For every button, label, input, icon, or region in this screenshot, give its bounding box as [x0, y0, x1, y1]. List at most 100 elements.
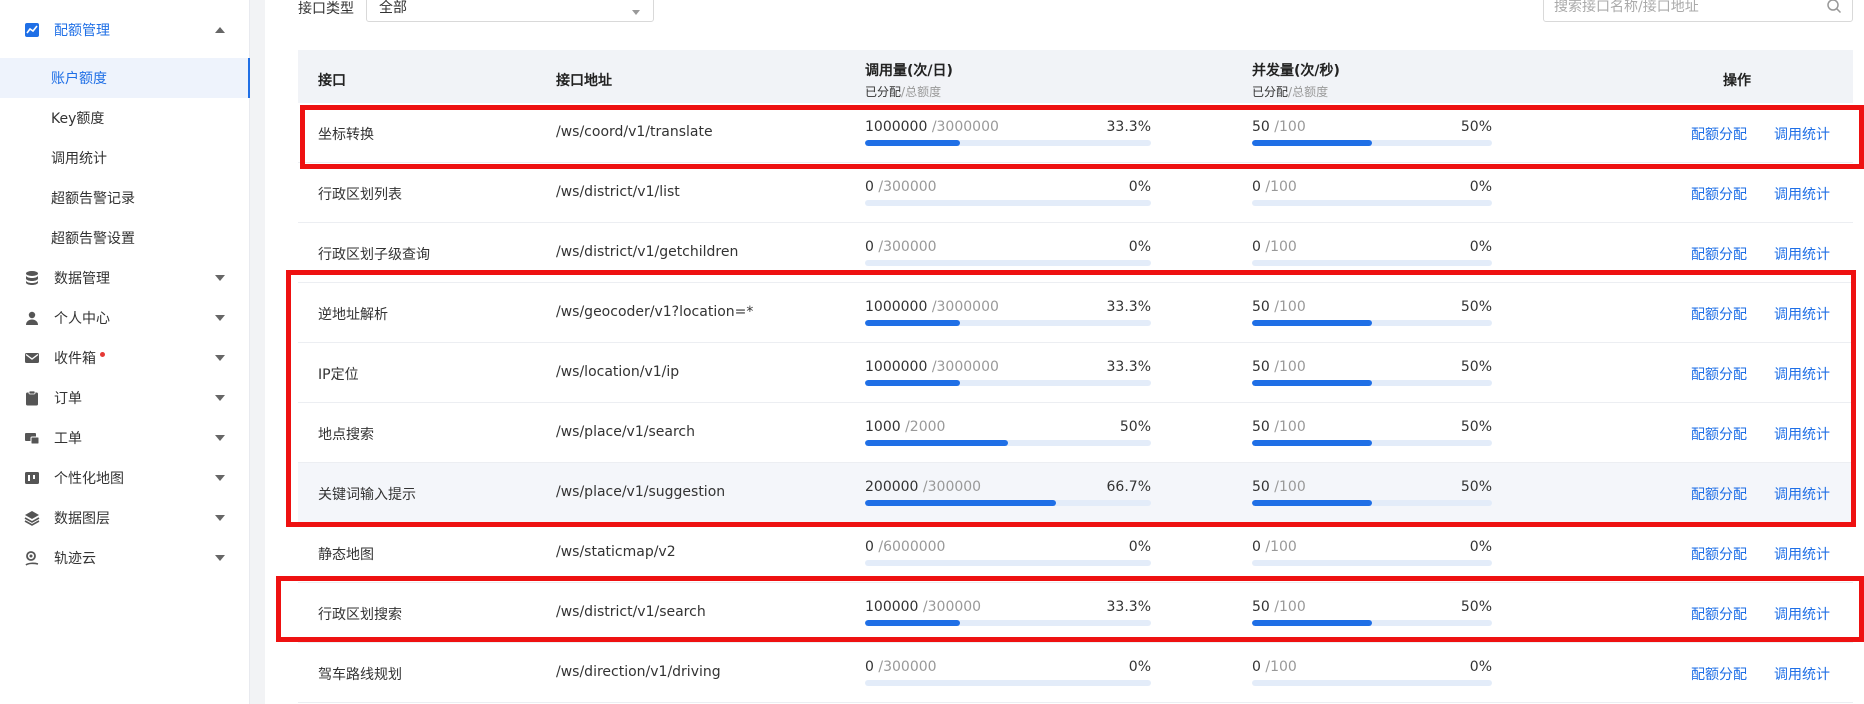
call-stats-link[interactable]: 调用统计 [1774, 667, 1830, 683]
quota-allocate-link[interactable]: 配额分配 [1691, 607, 1747, 623]
search-input[interactable] [1552, 0, 1816, 19]
sidebar-item-label: 工单 [54, 431, 82, 447]
concurrency-progress-fill [1252, 620, 1372, 626]
header-concurrency-subtitle: 已分配/总额度 [1252, 83, 1340, 100]
calls-used: 1000000 [865, 299, 928, 315]
calls-usage: 0 /6000000 0% [865, 539, 1151, 569]
search-box[interactable] [1543, 0, 1853, 22]
sidebar-subitem-key-quota[interactable]: Key额度 [51, 111, 105, 127]
quota-allocate-link[interactable]: 配额分配 [1691, 547, 1747, 563]
calls-progress-bar [865, 140, 1151, 146]
calls-used: 1000000 [865, 119, 928, 135]
call-stats-link[interactable]: 调用统计 [1774, 247, 1830, 263]
concurrency-used: 0 [1252, 239, 1261, 255]
sidebar-subitem-alert-settings[interactable]: 超额告警设置 [51, 231, 135, 247]
sidebar-item-data-layers[interactable]: 数据图层 [0, 498, 250, 538]
call-stats-link[interactable]: 调用统计 [1774, 607, 1830, 623]
calls-used: 1000000 [865, 359, 928, 375]
sidebar-item-orders[interactable]: 订单 [0, 378, 250, 418]
interface-address: /ws/place/v1/search [556, 424, 695, 440]
calls-total: /300000 [878, 179, 937, 195]
sidebar-item-data-management[interactable]: 数据管理 [0, 258, 250, 298]
concurrency-values: 50 /100 [1252, 119, 1306, 135]
calls-values: 200000 /300000 [865, 479, 981, 495]
concurrency-percent: 50% [1460, 599, 1492, 615]
interface-type-label: 接口类型 [298, 1, 354, 17]
sidebar-subitem-account-quota[interactable]: 账户额度 [0, 58, 250, 98]
interface-name: 静态地图 [318, 547, 374, 563]
concurrency-usage: 0 /100 0% [1252, 539, 1492, 569]
call-stats-link[interactable]: 调用统计 [1774, 487, 1830, 503]
call-stats-link[interactable]: 调用统计 [1774, 127, 1830, 143]
layers-icon [24, 510, 40, 526]
calls-values: 0 /6000000 [865, 539, 945, 555]
concurrency-used: 50 [1252, 359, 1270, 375]
calls-usage: 1000 /2000 50% [865, 419, 1151, 449]
user-icon [24, 310, 40, 326]
concurrency-percent: 0% [1469, 239, 1492, 255]
interface-address: /ws/place/v1/suggestion [556, 484, 726, 500]
sidebar-item-personal-center[interactable]: 个人中心 [0, 298, 250, 338]
quota-allocate-link[interactable]: 配额分配 [1691, 367, 1747, 383]
sidebar-subitem-alert-records[interactable]: 超额告警记录 [51, 191, 135, 207]
concurrency-percent: 50% [1460, 119, 1492, 135]
quota-allocate-link[interactable]: 配额分配 [1691, 187, 1747, 203]
concurrency-used: 0 [1252, 659, 1261, 675]
concurrency-usage: 50 /100 50% [1252, 419, 1492, 449]
calls-values: 0 /300000 [865, 659, 937, 675]
call-stats-link[interactable]: 调用统计 [1774, 307, 1830, 323]
calls-progress-fill [865, 440, 1008, 446]
concurrency-progress-fill [1252, 440, 1372, 446]
sidebar-item-quota[interactable]: 配额管理 [0, 10, 250, 50]
calls-total: /2000 [905, 419, 946, 435]
concurrency-used: 50 [1252, 479, 1270, 495]
concurrency-progress-fill [1252, 140, 1372, 146]
concurrency-total: /100 [1265, 659, 1297, 675]
concurrency-values: 50 /100 [1252, 479, 1306, 495]
calls-used: 0 [865, 179, 874, 195]
calls-used: 1000 [865, 419, 901, 435]
search-icon[interactable] [1826, 0, 1842, 18]
sidebar-item-tickets[interactable]: 工单 [0, 418, 250, 458]
quota-allocate-link[interactable]: 配额分配 [1691, 307, 1747, 323]
interface-address: /ws/staticmap/v2 [556, 544, 676, 560]
quota-allocate-link[interactable]: 配额分配 [1691, 487, 1747, 503]
sidebar-item-track-cloud[interactable]: 轨迹云 [0, 538, 250, 578]
sidebar-item-inbox[interactable]: 收件箱 [0, 338, 250, 378]
calls-progress-fill [865, 500, 1056, 506]
header-calls: 调用量(次/日) 已分配/总额度 [865, 60, 953, 100]
quota-allocate-link[interactable]: 配额分配 [1691, 127, 1747, 143]
concurrency-used: 50 [1252, 299, 1270, 315]
call-stats-link[interactable]: 调用统计 [1774, 547, 1830, 563]
sidebar-item-label: 配额管理 [54, 23, 110, 39]
clipboard-icon [24, 390, 40, 406]
concurrency-percent: 50% [1460, 299, 1492, 315]
sidebar-subitem-call-stats[interactable]: 调用统计 [51, 151, 107, 167]
concurrency-progress-bar [1252, 680, 1492, 686]
calls-progress-bar [865, 260, 1151, 266]
quota-allocate-link[interactable]: 配额分配 [1691, 427, 1747, 443]
interface-address: /ws/district/v1/getchildren [556, 244, 739, 260]
header-sub-allocated: 已分配 [865, 85, 902, 99]
concurrency-progress-fill [1252, 320, 1372, 326]
custom-map-icon [24, 470, 40, 486]
concurrency-total: /100 [1274, 119, 1306, 135]
mail-icon [24, 350, 40, 366]
interface-address: /ws/district/v1/list [556, 184, 680, 200]
interface-type-select[interactable]: 全部 [366, 0, 654, 22]
calls-used: 0 [865, 659, 874, 675]
call-stats-link[interactable]: 调用统计 [1774, 427, 1830, 443]
header-concurrency-title: 并发量(次/秒) [1252, 63, 1340, 79]
quota-allocate-link[interactable]: 配额分配 [1691, 667, 1747, 683]
calls-total: /3000000 [931, 299, 999, 315]
interface-name: 逆地址解析 [318, 307, 388, 323]
concurrency-percent: 50% [1460, 419, 1492, 435]
sidebar-item-custom-map[interactable]: 个性化地图 [0, 458, 250, 498]
call-stats-link[interactable]: 调用统计 [1774, 187, 1830, 203]
call-stats-link[interactable]: 调用统计 [1774, 367, 1830, 383]
header-calls-subtitle: 已分配/总额度 [865, 83, 953, 100]
calls-usage: 0 /300000 0% [865, 179, 1151, 209]
quota-allocate-link[interactable]: 配额分配 [1691, 247, 1747, 263]
concurrency-progress-bar [1252, 320, 1492, 326]
chevron-up-icon [214, 24, 226, 36]
